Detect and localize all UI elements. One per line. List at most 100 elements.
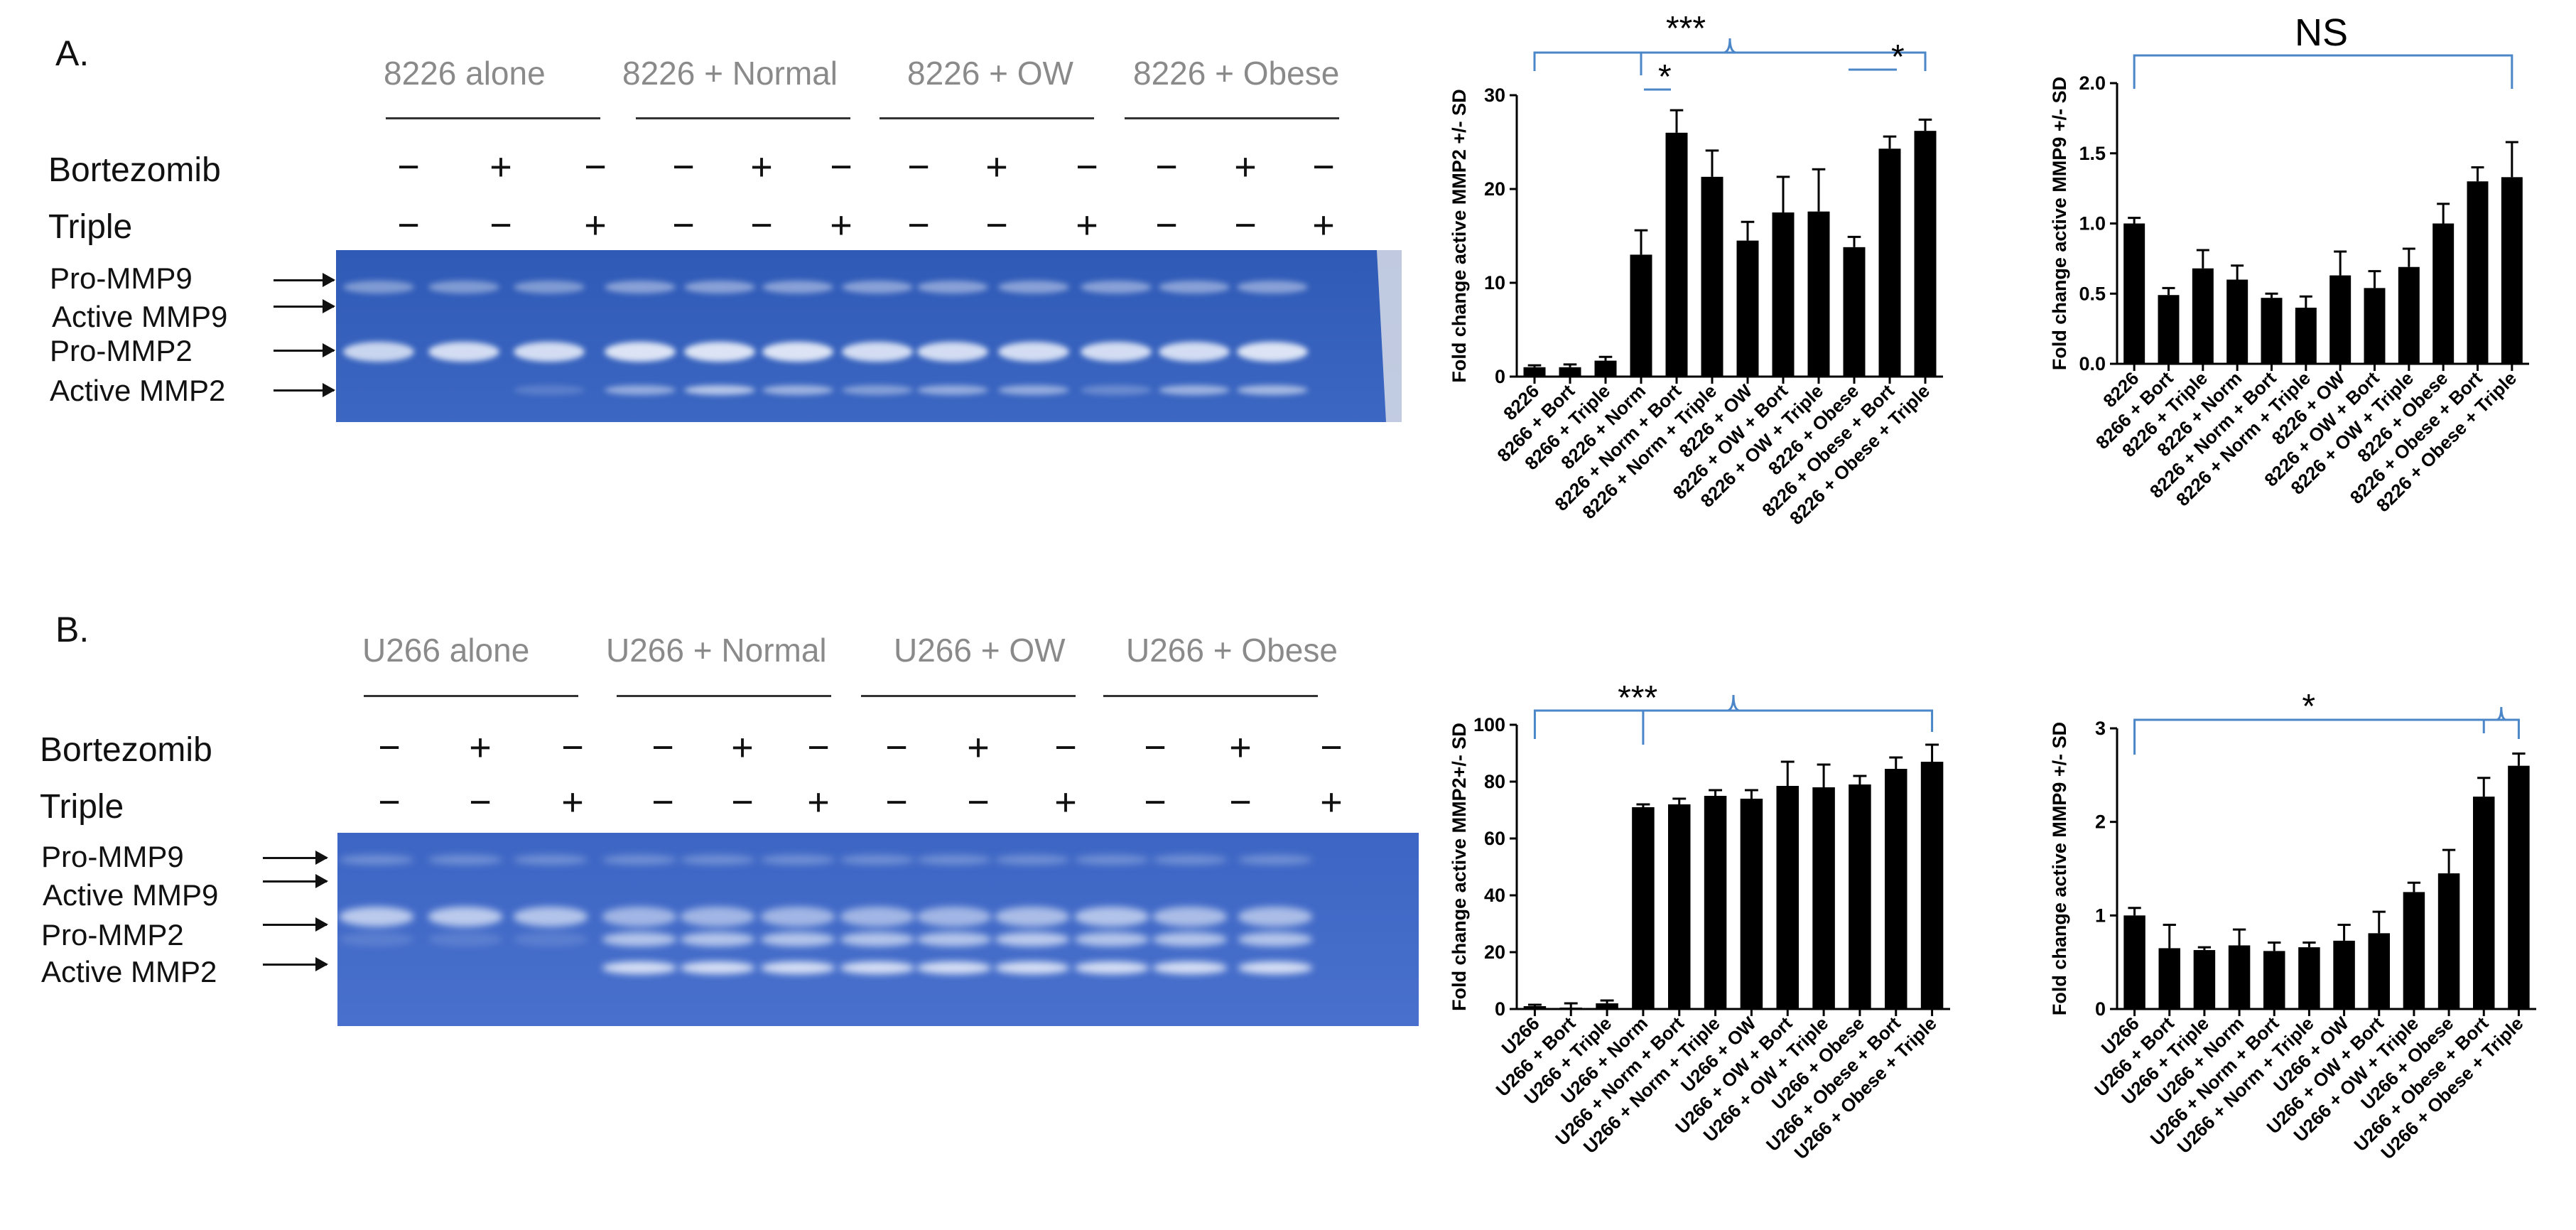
bortezomib-sign: + <box>489 146 512 188</box>
bortezomib-sign: − <box>1312 146 1335 188</box>
bar <box>2501 177 2523 364</box>
gel-band <box>916 855 992 865</box>
gel-band <box>428 855 503 865</box>
bar <box>1736 240 1759 377</box>
bar <box>2261 298 2283 364</box>
bortezomib-sign: + <box>1229 726 1252 769</box>
gel-band <box>916 907 992 927</box>
group-label: U266 alone <box>362 632 530 669</box>
significance-label: *** <box>1666 10 1706 48</box>
bar <box>1559 1008 1583 1009</box>
bar <box>2158 295 2180 364</box>
bortezomib-sign: + <box>750 146 773 188</box>
bar <box>1594 360 1617 377</box>
triple-sign: − <box>750 204 773 247</box>
band-label-pro-mmp9: Pro-MMP9 <box>41 840 184 873</box>
group-underline <box>880 117 1094 119</box>
gel-band <box>917 281 988 293</box>
band-label-pro-mmp2: Pro-MMP2 <box>41 918 184 951</box>
gel-band <box>842 281 913 293</box>
gel-band <box>680 961 755 974</box>
gel-band <box>1237 281 1308 293</box>
group-label: U266 + Obese <box>1126 632 1338 669</box>
bar <box>2263 951 2285 1009</box>
gel-band <box>343 281 414 293</box>
y-tick-label: 30 <box>1484 85 1505 106</box>
arrow-icon <box>263 957 328 971</box>
bar <box>1665 132 1688 377</box>
y-tick-label: 0.5 <box>2079 283 2106 304</box>
gel-band <box>602 961 677 974</box>
triple-sign: + <box>1054 781 1077 824</box>
triple-sign: + <box>1076 204 1098 247</box>
bortezomib-sign: − <box>1155 146 1178 188</box>
bar <box>1523 1006 1547 1009</box>
gel-band <box>995 961 1070 974</box>
gel-band <box>762 281 833 293</box>
bracket-brace <box>1727 694 1740 712</box>
gel-band <box>514 342 585 362</box>
triple-sign: − <box>489 204 512 247</box>
gel-band <box>916 932 992 946</box>
gel-band <box>840 932 915 946</box>
triple-sign: − <box>1144 781 1167 824</box>
group-underline <box>861 695 1076 697</box>
y-axis-label: Fold change active MMP2+/- SD <box>1449 723 1470 1011</box>
arrow-icon <box>274 383 335 397</box>
triple-sign: − <box>985 204 1008 247</box>
triple-sign: − <box>378 781 401 824</box>
bar <box>1776 786 1800 1009</box>
bortezomib-sign: − <box>378 726 401 769</box>
gel-band <box>916 961 992 974</box>
significance-label: * <box>2302 688 2315 725</box>
gel-band <box>1159 281 1230 293</box>
gel-band <box>1237 342 1308 362</box>
bar <box>1807 211 1830 377</box>
bar <box>1878 149 1901 377</box>
gel-band <box>917 342 988 362</box>
arrow-icon <box>274 273 335 287</box>
gel-band <box>602 932 677 946</box>
gel-band <box>428 907 503 927</box>
y-axis-label: Fold change active MMP9 +/- SD <box>2049 77 2070 370</box>
y-tick-label: 40 <box>1484 885 1505 906</box>
group-underline <box>364 695 578 697</box>
gel-band <box>1238 855 1313 865</box>
bar <box>1849 784 1871 1009</box>
bar <box>1920 762 1944 1009</box>
bortezomib-sign: − <box>807 726 830 769</box>
gel-band <box>1074 932 1149 946</box>
bar <box>2298 947 2320 1009</box>
gel-band <box>1238 907 1313 927</box>
bortezomib-sign: + <box>1234 146 1257 188</box>
triple-sign: + <box>830 204 853 247</box>
significance-label: * <box>1658 58 1672 96</box>
gel-band <box>760 961 835 974</box>
gel-band <box>1074 855 1149 865</box>
y-tick-label: 0 <box>1495 998 1505 1020</box>
bar <box>1772 212 1795 377</box>
gel-band <box>995 855 1070 865</box>
bar <box>1596 1003 1618 1009</box>
bortezomib-sign: − <box>651 726 674 769</box>
triple-sign: − <box>885 781 908 824</box>
triple-sign: − <box>469 781 492 824</box>
bar-chart-8226-mmp9: 0.0 0.5 1.0 1.5 2.0 Fold change active MMP9 +… <box>2049 11 2529 516</box>
triple-sign: + <box>807 781 830 824</box>
bortezomib-sign: − <box>561 726 584 769</box>
zymography-gel-b <box>337 833 1419 1026</box>
bar <box>2368 933 2390 1009</box>
bar <box>2473 797 2495 1009</box>
bar <box>1667 804 1691 1009</box>
bar <box>1704 796 1727 1009</box>
y-tick-label: 20 <box>1484 942 1505 963</box>
bortezomib-sign: − <box>1054 726 1077 769</box>
gel-band <box>605 342 676 362</box>
y-tick-label: 80 <box>1484 771 1505 792</box>
group-label: U266 + OW <box>894 632 1066 669</box>
triple-sign: − <box>672 204 695 247</box>
gel-band <box>995 932 1070 946</box>
band-label-active-mmp2: Active MMP2 <box>50 374 226 407</box>
band-label-active-mmp9: Active MMP9 <box>43 878 219 912</box>
gel-band <box>762 342 833 362</box>
